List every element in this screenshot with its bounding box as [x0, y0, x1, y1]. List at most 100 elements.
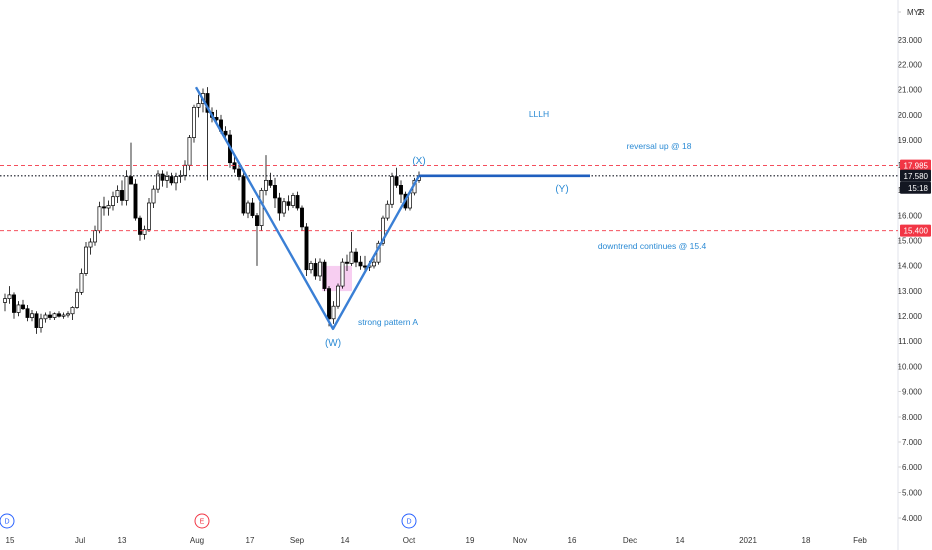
- candle-body: [142, 229, 147, 235]
- candle-body: [399, 185, 403, 195]
- candle-body: [52, 313, 57, 318]
- candle-body: [331, 305, 336, 320]
- candle-body: [250, 202, 255, 216]
- annotation-lllh: LLLH: [529, 109, 549, 119]
- y-tick-label: 21.000: [898, 86, 923, 95]
- candle-body: [102, 206, 106, 209]
- dividend-marker[interactable]: D: [0, 513, 15, 529]
- annotation-reversal-up: reversal up @ 18: [627, 141, 692, 151]
- y-tick-label: 8.000: [902, 413, 923, 422]
- event-markers: D E D: [0, 513, 417, 529]
- y-tick-label: 19.000: [898, 136, 923, 145]
- earnings-marker[interactable]: E: [194, 513, 210, 529]
- candle-body: [268, 179, 273, 186]
- y-tick-label: 13.000: [898, 287, 923, 296]
- candle-body: [282, 201, 286, 214]
- dividend-marker-label: D: [4, 519, 9, 526]
- candle-body: [264, 179, 268, 191]
- candle-body: [75, 292, 79, 308]
- candle-body: [30, 313, 34, 318]
- dividend-marker[interactable]: D: [401, 513, 417, 529]
- candle-body: [322, 261, 327, 289]
- candle-body: [124, 176, 129, 201]
- candle-body: [160, 173, 165, 181]
- candle-body: [34, 313, 39, 328]
- candle-body: [129, 176, 133, 185]
- time-axis: 15 Jul 13 Aug 17 Sep 14 Oct 19 Nov 16 Dec 14 2021 18 Fe…: [6, 536, 868, 545]
- x-tick-label: 16: [568, 536, 577, 545]
- annotation-downtrend: downtrend continues @ 15.4: [598, 241, 707, 251]
- candle-body: [336, 285, 340, 307]
- candle-body: [394, 176, 399, 186]
- price-tag: [900, 169, 931, 182]
- candle-body: [363, 265, 367, 268]
- candle-body: [349, 251, 354, 264]
- candle-body: [120, 190, 124, 201]
- x-tick-label: Dec: [623, 536, 637, 545]
- candle-body: [7, 294, 12, 300]
- x-tick-label: 14: [341, 536, 350, 545]
- x-tick-label: 19: [466, 536, 475, 545]
- pattern-drawings: [194, 86, 590, 331]
- candle-body: [66, 313, 70, 316]
- y-tick-label: 12.000: [898, 312, 923, 321]
- annotation-strong-pattern: strong pattern A: [358, 317, 418, 327]
- countdown-tag: [900, 181, 931, 194]
- y-tick-label: 22.000: [898, 61, 923, 70]
- candle-body: [3, 298, 7, 303]
- candle-body: [61, 314, 66, 317]
- y-tick-label: 9.000: [902, 388, 923, 397]
- candle-body: [286, 201, 291, 206]
- candle-body: [106, 205, 111, 209]
- x-tick-label: 17: [246, 536, 255, 545]
- candle-body: [390, 176, 394, 205]
- candle-body: [291, 195, 295, 206]
- price-tag-label: 17.985: [904, 162, 929, 171]
- price-tag-label: 15.400: [904, 227, 929, 236]
- candle-body: [358, 261, 363, 267]
- y-tick-label: 14.000: [898, 262, 923, 271]
- candle-body: [12, 294, 16, 313]
- candle-body: [192, 106, 196, 138]
- dividend-marker-label: D: [406, 519, 411, 526]
- candle-body: [309, 263, 313, 271]
- x-tick-label: Sep: [290, 536, 305, 545]
- x-tick-label: Feb: [853, 536, 867, 545]
- x-tick-label: 18: [802, 536, 811, 545]
- candle-body: [48, 314, 52, 318]
- candle-body: [327, 288, 331, 320]
- x-tick-label: 15: [6, 536, 15, 545]
- x-tick-label: 13: [118, 536, 127, 545]
- candle-body: [354, 251, 358, 263]
- candle-body: [169, 176, 174, 184]
- candle-body: [25, 308, 30, 318]
- chart-annotations: (W) (X) (Y) LLLH reversal up @ 18 downtr…: [325, 109, 706, 349]
- candle-body: [318, 261, 322, 277]
- candle-body: [147, 202, 151, 230]
- candle-body: [259, 190, 264, 226]
- candle-body: [84, 246, 88, 274]
- wxy-pattern-line: [194, 86, 421, 331]
- price-tag-label: 17.580: [904, 172, 929, 181]
- y-tick-label: 4.000: [902, 514, 923, 523]
- candle-body: [151, 188, 156, 204]
- candle-body: [385, 203, 390, 219]
- candle-body: [295, 195, 300, 209]
- candle-body: [39, 318, 43, 328]
- y-tick-label: 11.000: [898, 337, 922, 346]
- earnings-marker-label: E: [200, 519, 205, 526]
- countdown-label: 15:18: [908, 184, 929, 193]
- x-tick-label: Aug: [190, 536, 204, 545]
- candle-body: [111, 196, 115, 206]
- candle-body: [93, 230, 97, 243]
- y-tick-label: 2: [918, 8, 923, 17]
- candle-body: [300, 207, 304, 228]
- candle-body: [223, 130, 228, 136]
- price-tag: [900, 159, 931, 172]
- y-tick-label: 16.000: [898, 212, 923, 221]
- x-tick-label: 14: [676, 536, 685, 545]
- candle-body: [187, 137, 192, 166]
- x-tick-label: Jul: [75, 536, 85, 545]
